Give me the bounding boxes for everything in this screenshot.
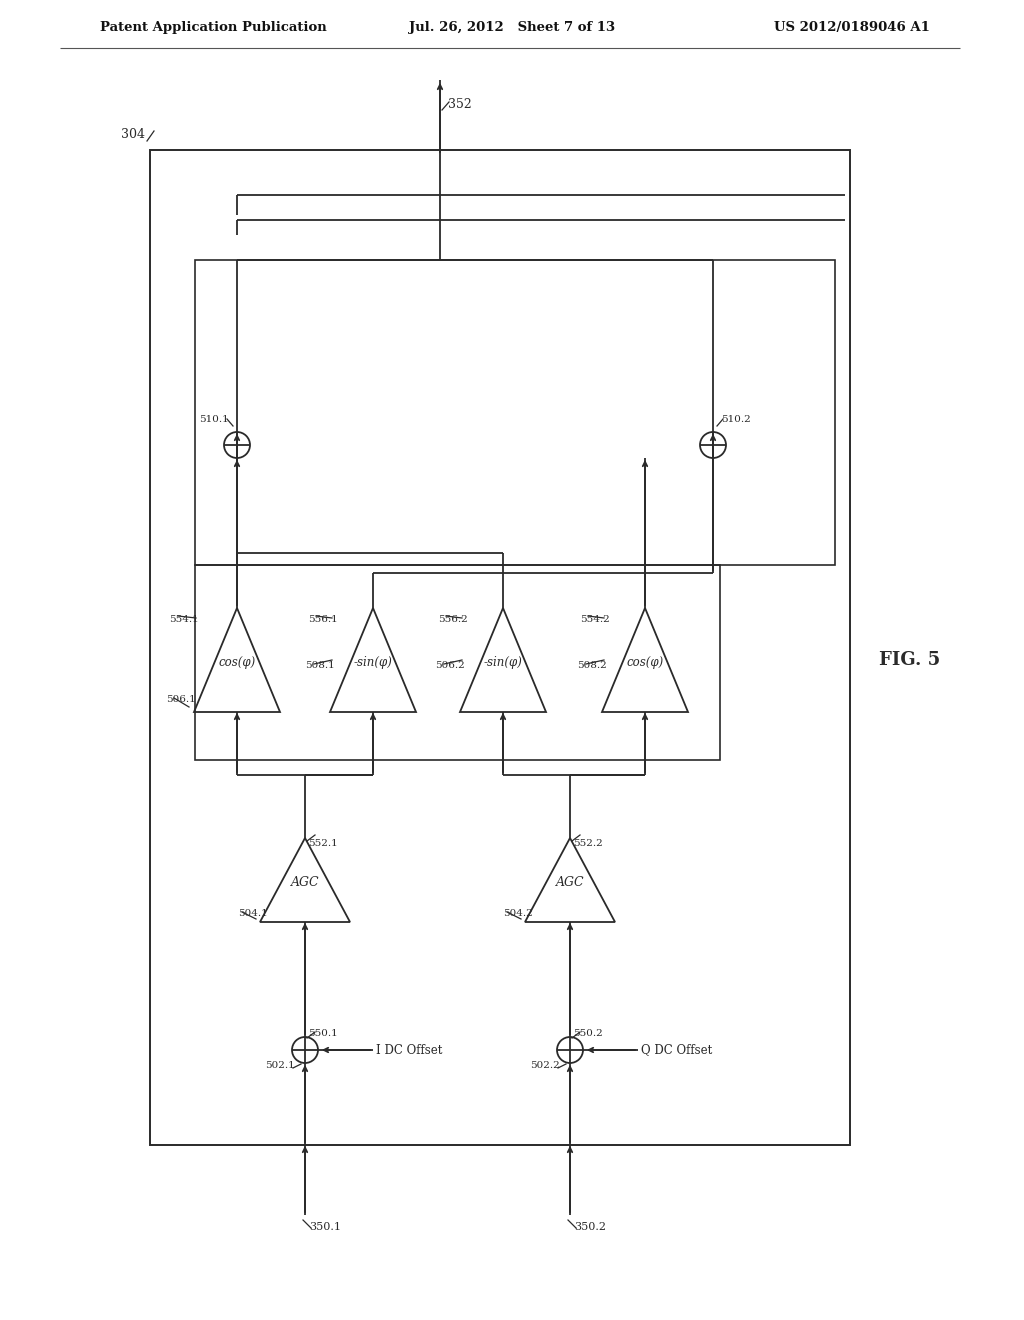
Text: 350.2: 350.2: [574, 1222, 606, 1232]
Text: cos(φ): cos(φ): [218, 656, 256, 669]
Text: 352: 352: [449, 99, 472, 111]
Text: AGC: AGC: [291, 875, 319, 888]
Text: 504.2: 504.2: [503, 909, 532, 919]
Text: 556.1: 556.1: [308, 615, 338, 624]
Text: 510.2: 510.2: [721, 416, 751, 425]
Text: Jul. 26, 2012   Sheet 7 of 13: Jul. 26, 2012 Sheet 7 of 13: [409, 21, 615, 34]
Text: 502.2: 502.2: [530, 1061, 560, 1071]
Text: AGC: AGC: [556, 875, 585, 888]
Text: 550.2: 550.2: [573, 1030, 603, 1039]
Text: 506.1: 506.1: [166, 696, 196, 705]
Text: 304: 304: [121, 128, 145, 141]
Text: 504.1: 504.1: [238, 909, 267, 919]
Text: 508.2: 508.2: [577, 660, 607, 669]
Text: 552.2: 552.2: [573, 838, 603, 847]
Text: 554.1: 554.1: [169, 615, 199, 624]
Text: 508.1: 508.1: [305, 660, 335, 669]
Text: 350.1: 350.1: [309, 1222, 341, 1232]
Bar: [150, 150, 850, 1144]
Text: 510.1: 510.1: [200, 416, 229, 425]
Text: FIG. 5: FIG. 5: [880, 651, 941, 669]
Text: Q DC Offset: Q DC Offset: [641, 1044, 713, 1056]
Text: US 2012/0189046 A1: US 2012/0189046 A1: [774, 21, 930, 34]
Text: 556.2: 556.2: [438, 615, 468, 624]
Bar: [195, 565, 720, 760]
Text: -sin(φ): -sin(φ): [483, 656, 522, 669]
Bar: [195, 260, 835, 565]
Text: 550.1: 550.1: [308, 1030, 338, 1039]
Text: 552.1: 552.1: [308, 838, 338, 847]
Text: I DC Offset: I DC Offset: [376, 1044, 442, 1056]
Text: Patent Application Publication: Patent Application Publication: [100, 21, 327, 34]
Text: cos(φ): cos(φ): [627, 656, 664, 669]
Text: 502.1: 502.1: [265, 1061, 295, 1071]
Text: 506.2: 506.2: [435, 660, 465, 669]
Text: -sin(φ): -sin(φ): [353, 656, 392, 669]
Text: 554.2: 554.2: [580, 615, 609, 624]
